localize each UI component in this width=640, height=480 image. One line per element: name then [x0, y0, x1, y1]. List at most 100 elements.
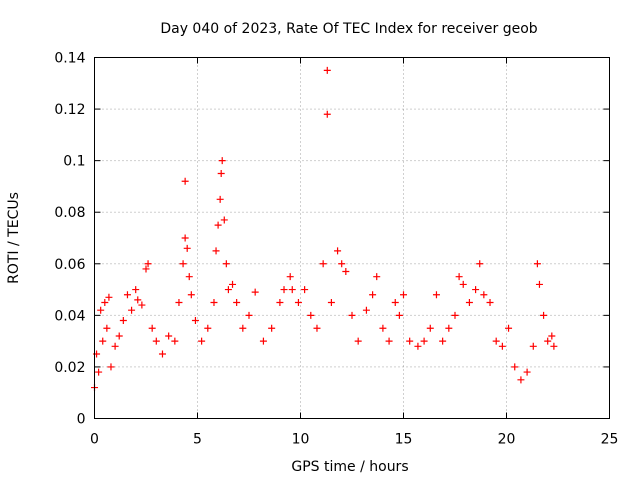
data-point: [128, 306, 136, 314]
data-points: [91, 66, 558, 392]
y-tick-label: 0.12: [54, 102, 85, 118]
data-point: [379, 324, 387, 332]
plot-frame: [94, 57, 610, 419]
data-point: [214, 221, 222, 229]
data-point: [187, 291, 195, 299]
data-point: [505, 324, 513, 332]
data-point: [224, 286, 232, 294]
data-point: [276, 298, 284, 306]
data-point: [385, 337, 393, 345]
data-point: [148, 324, 156, 332]
grid-lines: [94, 57, 610, 419]
data-point: [373, 273, 381, 281]
data-point: [327, 298, 335, 306]
data-point: [294, 298, 302, 306]
data-point: [229, 280, 237, 288]
tick-labels: 0 5 10 15 20 25 0 0.02 0.04 0.06 0.08 0.1 0.12 0.14: [54, 51, 618, 448]
data-point: [432, 291, 440, 299]
data-point: [171, 337, 179, 345]
data-point: [212, 247, 220, 255]
data-point: [251, 288, 259, 296]
data-point: [101, 298, 109, 306]
y-tick-label: 0.08: [54, 205, 85, 221]
data-point: [465, 298, 473, 306]
data-point: [338, 260, 346, 268]
data-point: [210, 298, 218, 306]
data-point: [107, 363, 115, 371]
data-point: [144, 260, 152, 268]
x-tick-label: 25: [601, 432, 619, 448]
chart-title: Day 040 of 2023, Rate Of TEC Index for r…: [160, 21, 537, 37]
data-point: [459, 280, 467, 288]
y-tick-label: 0.04: [54, 308, 85, 324]
data-point: [191, 317, 199, 325]
y-tick-label: 0: [77, 412, 86, 428]
x-axis-label: GPS time / hours: [291, 459, 408, 475]
data-point: [362, 306, 370, 314]
data-point: [239, 324, 247, 332]
data-point: [540, 311, 548, 319]
data-point: [179, 260, 187, 268]
data-point: [544, 337, 552, 345]
data-point: [280, 286, 288, 294]
data-point: [158, 350, 166, 358]
data-point: [97, 306, 105, 314]
x-tick-label: 5: [193, 432, 202, 448]
data-point: [165, 332, 173, 340]
data-point: [548, 332, 556, 340]
data-point: [218, 157, 226, 165]
x-tick-label: 15: [395, 432, 413, 448]
data-point: [342, 268, 350, 276]
data-point: [455, 273, 463, 281]
data-point: [204, 324, 212, 332]
data-point: [103, 324, 111, 332]
data-point: [222, 260, 230, 268]
data-point: [439, 337, 447, 345]
y-tick-label: 0.06: [54, 257, 85, 273]
data-point: [105, 293, 113, 301]
data-point: [138, 301, 146, 309]
data-point: [354, 337, 362, 345]
data-point: [259, 337, 267, 345]
data-point: [476, 260, 484, 268]
data-point: [175, 298, 183, 306]
data-point: [529, 342, 537, 350]
data-point: [216, 195, 224, 203]
data-point: [445, 324, 453, 332]
data-point: [523, 368, 531, 376]
data-point: [111, 342, 119, 350]
data-point: [323, 110, 331, 118]
data-point: [183, 244, 191, 252]
data-point: [511, 363, 519, 371]
y-tick-label: 0.1: [63, 154, 85, 170]
data-point: [301, 286, 309, 294]
data-point: [307, 311, 315, 319]
data-point: [535, 280, 543, 288]
x-tick-label: 0: [90, 432, 99, 448]
data-point: [286, 273, 294, 281]
data-point: [451, 311, 459, 319]
data-point: [95, 368, 103, 376]
data-point: [198, 337, 206, 345]
data-point: [369, 291, 377, 299]
x-tick-label: 10: [292, 432, 310, 448]
data-point: [115, 332, 123, 340]
data-point: [233, 298, 241, 306]
data-point: [472, 286, 480, 294]
data-point: [533, 260, 541, 268]
data-point: [220, 216, 228, 224]
data-point: [334, 247, 342, 255]
data-point: [181, 177, 189, 185]
data-point: [313, 324, 321, 332]
data-point: [134, 296, 142, 304]
y-tick-label: 0.02: [54, 360, 85, 376]
data-point: [142, 265, 150, 273]
data-point: [406, 337, 414, 345]
data-point: [119, 317, 127, 325]
axis-ticks: [94, 57, 610, 419]
data-point: [99, 337, 107, 345]
data-point: [348, 311, 356, 319]
data-point: [323, 66, 331, 74]
data-point: [480, 291, 488, 299]
